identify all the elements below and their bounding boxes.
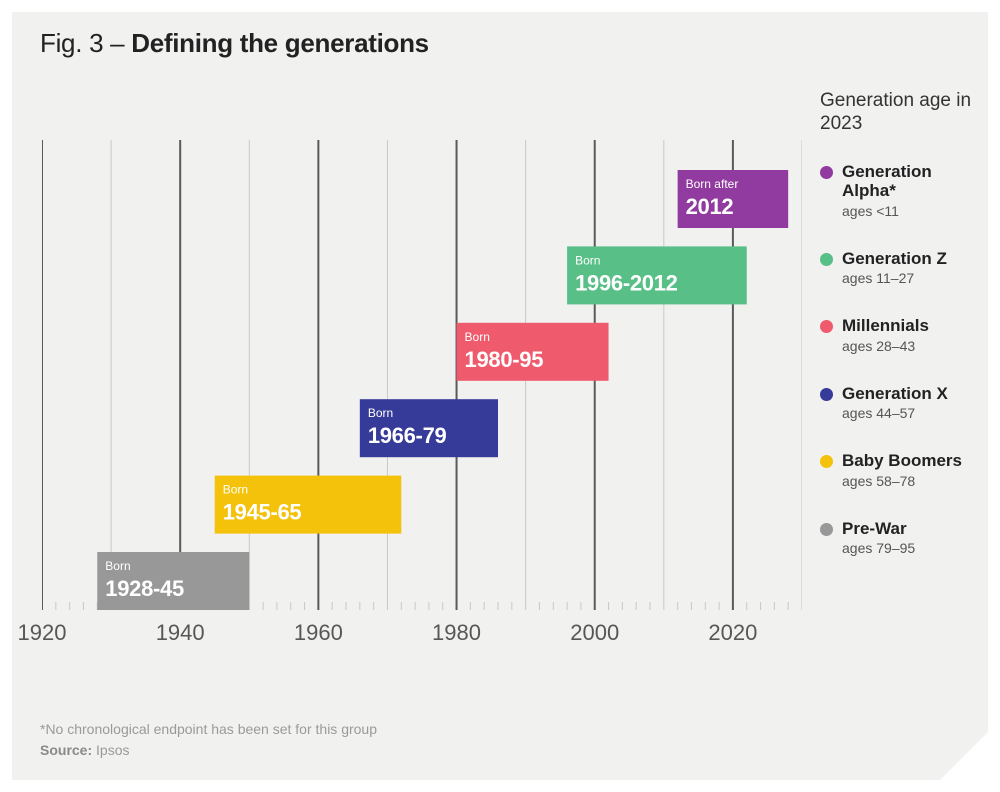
legend-dot-icon	[820, 166, 833, 179]
x-tick-label: 2000	[570, 620, 619, 646]
legend-name: Millennials	[842, 316, 985, 336]
legend-item: Generation Xages 44–57	[820, 384, 985, 422]
legend-item: Generation Zages 11–27	[820, 249, 985, 287]
x-tick-label: 2020	[708, 620, 757, 646]
bar-top-label: Born	[575, 253, 600, 267]
legend-dot-icon	[820, 320, 833, 333]
legend-dot-icon	[820, 388, 833, 401]
legend-item: Millennials ages 28–43	[820, 316, 985, 354]
legend-dot-icon	[820, 455, 833, 468]
bar-main-label: 1996-2012	[575, 270, 678, 295]
legend-item: Generation Alpha* ages <11	[820, 162, 985, 219]
bar-main-label: 2012	[686, 194, 734, 219]
legend-name: Generation Z	[842, 249, 985, 269]
legend-item: Baby Boomers ages 58–78	[820, 451, 985, 489]
legend-ages: ages 11–27	[842, 270, 985, 286]
bar-mill: Born 1980-95	[457, 323, 609, 381]
footnotes: *No chronological endpoint has been set …	[40, 719, 377, 762]
legend-dot-icon	[820, 253, 833, 266]
bar-main-label: 1928-45	[105, 576, 184, 601]
legend-name: Generation X	[842, 384, 985, 404]
bar-top-label: Born	[465, 330, 490, 344]
x-tick-label: 1960	[294, 620, 343, 646]
corner-cut-icon	[940, 732, 988, 780]
legend-ages: ages 58–78	[842, 473, 985, 489]
legend-name: Generation Alpha*	[842, 162, 985, 201]
legend-name: Pre-War	[842, 519, 985, 539]
bar-top-label: Born after	[686, 177, 739, 191]
bar-alpha: Born after 2012	[678, 170, 789, 228]
figure-number: Fig. 3 –	[40, 28, 131, 58]
legend-ages: ages 44–57	[842, 405, 985, 421]
bar-main-label: 1945-65	[223, 500, 302, 525]
source-value: Ipsos	[96, 742, 129, 758]
bar-main-label: 1980-95	[465, 347, 544, 372]
figure-title: Fig. 3 – Defining the generations	[40, 28, 429, 59]
x-tick-label: 1980	[432, 620, 481, 646]
asterisk-note: *No chronological endpoint has been set …	[40, 719, 377, 741]
x-axis: 192019401960198020002020	[42, 620, 802, 660]
bar-top-label: Born	[368, 406, 393, 420]
figure-heading: Defining the generations	[131, 28, 429, 58]
bar-main-label: 1966-79	[368, 423, 447, 448]
bar-genz: Born 1996-2012	[567, 246, 747, 304]
bar-boomers: Born 1945-65	[215, 476, 402, 534]
source-label: Source:	[40, 742, 92, 758]
legend-items: Generation Alpha*ages <11Generation Zage…	[820, 162, 985, 557]
bar-prewar: Born 1928-45	[97, 552, 249, 610]
legend-item: Pre-Warages 79–95	[820, 519, 985, 557]
legend-ages: ages 28–43	[842, 338, 985, 354]
timeline-chart: Born after2012Born1996-2012Born1980-95Bo…	[42, 140, 802, 610]
legend-ages: ages <11	[842, 203, 985, 219]
x-tick-label: 1920	[18, 620, 67, 646]
source-line: Source: Ipsos	[40, 740, 377, 762]
legend-title: Generation age in 2023	[820, 90, 985, 136]
chart-bars: Born after2012Born1996-2012Born1980-95Bo…	[97, 170, 788, 610]
legend-ages: ages 79–95	[842, 540, 985, 556]
bar-genx: Born 1966-79	[360, 399, 498, 457]
legend-dot-icon	[820, 523, 833, 536]
legend-name: Baby Boomers	[842, 451, 985, 471]
bar-top-label: Born	[223, 483, 248, 497]
chart-svg: Born after2012Born1996-2012Born1980-95Bo…	[42, 140, 802, 618]
x-tick-label: 1940	[156, 620, 205, 646]
bar-top-label: Born	[105, 559, 130, 573]
legend: Generation age in 2023 Generation Alpha*…	[820, 90, 985, 586]
